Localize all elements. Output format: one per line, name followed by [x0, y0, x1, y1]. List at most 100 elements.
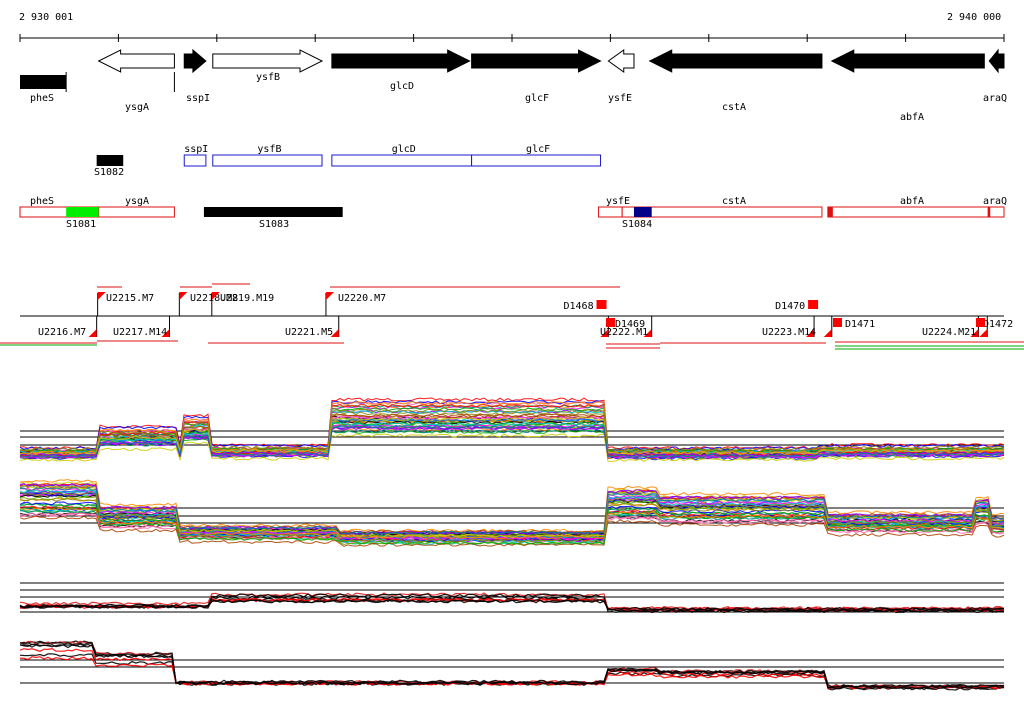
segment-bottom-flag	[643, 329, 652, 337]
segment-bottom-label: U2222.M1	[600, 327, 648, 338]
tu-red-abfA	[827, 206, 989, 218]
segment-bottom-label: D1472	[983, 319, 1013, 330]
segment-bottom-flag	[970, 329, 979, 337]
segment-bottom-flag	[88, 329, 97, 337]
segment-bottom-flag	[979, 329, 988, 337]
element-label-S1083: S1083	[259, 219, 289, 230]
ruler	[19, 34, 1005, 42]
segment-top-label: U2219.M19	[220, 293, 274, 304]
gene-label-glcD: glcD	[390, 81, 414, 92]
expression-line	[19, 401, 1005, 455]
segment-top-label: U2218.M8	[190, 293, 238, 304]
expression-line	[19, 400, 1005, 451]
tu-red-araQ	[987, 206, 1005, 218]
gene-label-sspI: sspI	[186, 93, 210, 104]
segment-top-flag	[211, 292, 220, 300]
gene-label-ysgA: ysgA	[125, 102, 149, 113]
segment-bottom-label: U2216.M7	[38, 327, 86, 338]
d-marker-label: D1470	[775, 301, 805, 312]
expression-profiles	[19, 397, 1005, 691]
gene-cstA	[648, 49, 823, 73]
tu-red-ysfE	[598, 206, 623, 218]
tu-red-ysgA	[98, 206, 175, 218]
tu-blue-glcD	[331, 154, 473, 167]
element-label-S1084: S1084	[622, 219, 652, 230]
segment-bottom-flag	[823, 329, 832, 337]
tu-red-label-ysfE: ysfE	[606, 196, 630, 207]
expression-line	[19, 489, 1005, 543]
gene-label-araQ: araQ	[983, 93, 1007, 104]
segment-bottom-flag	[161, 329, 170, 337]
expression-line	[19, 599, 1005, 612]
expression-line	[19, 426, 1005, 458]
gene-track: pheS ysgA sspI ysfB glcD glcF ysfE cstA abfA araQ	[20, 48, 1007, 123]
expression-line	[19, 424, 1005, 458]
gene-glcF	[471, 49, 602, 73]
expression-line	[19, 507, 1005, 540]
transcription-unit-track: sspI ysfB glcD glcF pheS ysgA ysfE cstA abfA araQ	[19, 144, 1007, 218]
tu-blue-label-ysfB: ysfB	[257, 144, 281, 155]
expression-line	[19, 643, 1005, 690]
gene-label-abfA: abfA	[900, 112, 924, 123]
d-marker-label: D1468	[564, 301, 594, 312]
tu-blue-label-glcF: glcF	[526, 144, 550, 155]
tu-blue-sspI	[183, 154, 207, 167]
d-marker	[833, 318, 842, 327]
tu-blue-ysfB	[212, 154, 323, 167]
expression-line	[19, 506, 1005, 545]
tu-red-label-ysgA: ysgA	[125, 196, 149, 207]
segment-bottom-flag	[806, 329, 815, 337]
element-S1083	[203, 207, 343, 217]
tu-red-label-abfA: abfA	[900, 196, 924, 207]
tu-blue-label-glcD: glcD	[392, 144, 416, 155]
d-marker	[976, 318, 985, 327]
element-S1081	[66, 207, 99, 217]
element-S1084	[633, 207, 652, 217]
element-track: S1082 S1081 S1083 S1084	[66, 155, 652, 230]
element-label-S1082: S1082	[94, 167, 124, 178]
gene-ysgA	[97, 49, 175, 73]
expression-line	[19, 515, 1005, 547]
segment-bottom-label: U2224.M21	[922, 327, 976, 338]
segment-bottom-label: D1471	[845, 319, 875, 330]
segment-top-flag	[97, 292, 106, 300]
segment-top-label: U2215.M7	[106, 293, 154, 304]
gene-label-ysfB: ysfB	[256, 72, 280, 83]
segment-bottom-flag	[330, 329, 339, 337]
gene-glcD	[331, 49, 471, 73]
expression-line	[19, 487, 1005, 541]
tu-red-label-pheS: pheS	[30, 196, 54, 207]
gene-araQ	[988, 48, 1005, 74]
tu-red-label-cstA: cstA	[722, 196, 746, 207]
expression-line	[19, 492, 1005, 543]
element-S1082	[96, 155, 124, 166]
gene-ysfB	[212, 49, 324, 73]
tu-red-cstA	[621, 206, 823, 218]
segment-top-flag	[325, 292, 334, 300]
expression-line	[19, 416, 1005, 456]
segment-bottom-label: U2223.M14	[762, 327, 816, 338]
segment-bottom-label: U2221.M5	[285, 327, 333, 338]
tu-red-label-araQ: araQ	[983, 196, 1007, 207]
d-marker	[808, 300, 819, 309]
gene-ysfE	[607, 49, 635, 73]
tu-red-marker	[988, 207, 991, 217]
segment-top-flag	[179, 292, 188, 300]
segment-top-label: U2220.M7	[338, 293, 386, 304]
gene-abfA	[830, 49, 985, 73]
expression-line	[19, 592, 1005, 611]
coordinate-start: 2 930 001	[19, 12, 74, 23]
gene-label-ysfE: ysfE	[608, 93, 632, 104]
tu-blue-glcF	[471, 154, 602, 167]
expression-line	[19, 408, 1005, 452]
element-label-S1081: S1081	[66, 219, 96, 230]
expression-line	[19, 487, 1005, 535]
tu-blue-label-sspI: sspI	[184, 144, 208, 155]
coordinate-end: 2 940 000	[947, 12, 1002, 23]
gene-label-glcF: glcF	[525, 93, 549, 104]
tu-red-marker	[827, 207, 833, 217]
d-marker	[606, 318, 615, 327]
